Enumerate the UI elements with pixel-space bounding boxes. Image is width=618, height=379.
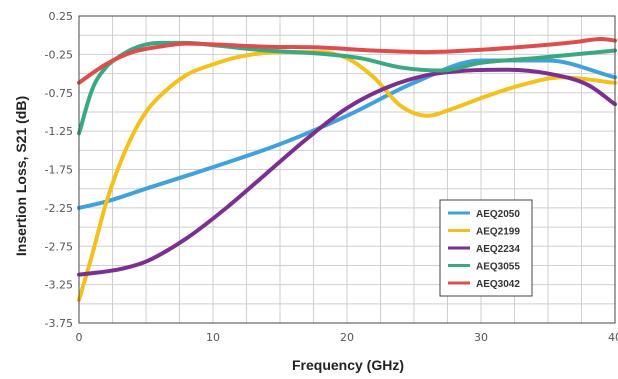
legend-label: AEQ2050	[476, 209, 520, 220]
legend-label: AEQ3042	[476, 279, 520, 290]
y-tick-label: -3.25	[45, 279, 73, 292]
x-tick-label: 40	[608, 331, 618, 344]
x-tick-label: 20	[340, 331, 354, 344]
series-line-aeq2234	[77, 67, 617, 277]
legend: AEQ2050 AEQ2199 AEQ2234 AEQ3055 AEQ3042	[439, 199, 533, 297]
y-axis-title: Insertion Loss, S21 (dB)	[13, 96, 29, 256]
y-tick-label: -1.75	[45, 164, 73, 177]
y-tick-label: -0.25	[45, 48, 73, 61]
plot-border	[78, 15, 616, 324]
y-tick-label: -2.25	[45, 202, 73, 215]
x-axis-title: Frequency (GHz)	[292, 357, 404, 373]
series-line-aeq3042	[77, 37, 617, 85]
y-tick-label: -1.25	[45, 125, 73, 138]
legend-label: AEQ2199	[476, 227, 520, 238]
y-tick-label: -0.75	[45, 87, 73, 100]
plot-frame	[78, 15, 616, 324]
series-layer	[77, 37, 617, 302]
y-tick-label: 0.25	[49, 10, 74, 23]
x-tick-label: 0	[76, 331, 83, 344]
x-tick-label: 10	[206, 331, 220, 344]
y-tick-label: -3.75	[45, 317, 73, 330]
y-tick-label: -2.75	[45, 240, 73, 253]
legend-label: AEQ2234	[476, 244, 520, 255]
legend-label: AEQ3055	[476, 262, 520, 273]
x-tick-label: 30	[474, 331, 488, 344]
tick-labels: 0 10 20 30 40 0.25 -0.25 -0.75 -1.25 -1.75 -2.25 -2…	[45, 10, 618, 344]
